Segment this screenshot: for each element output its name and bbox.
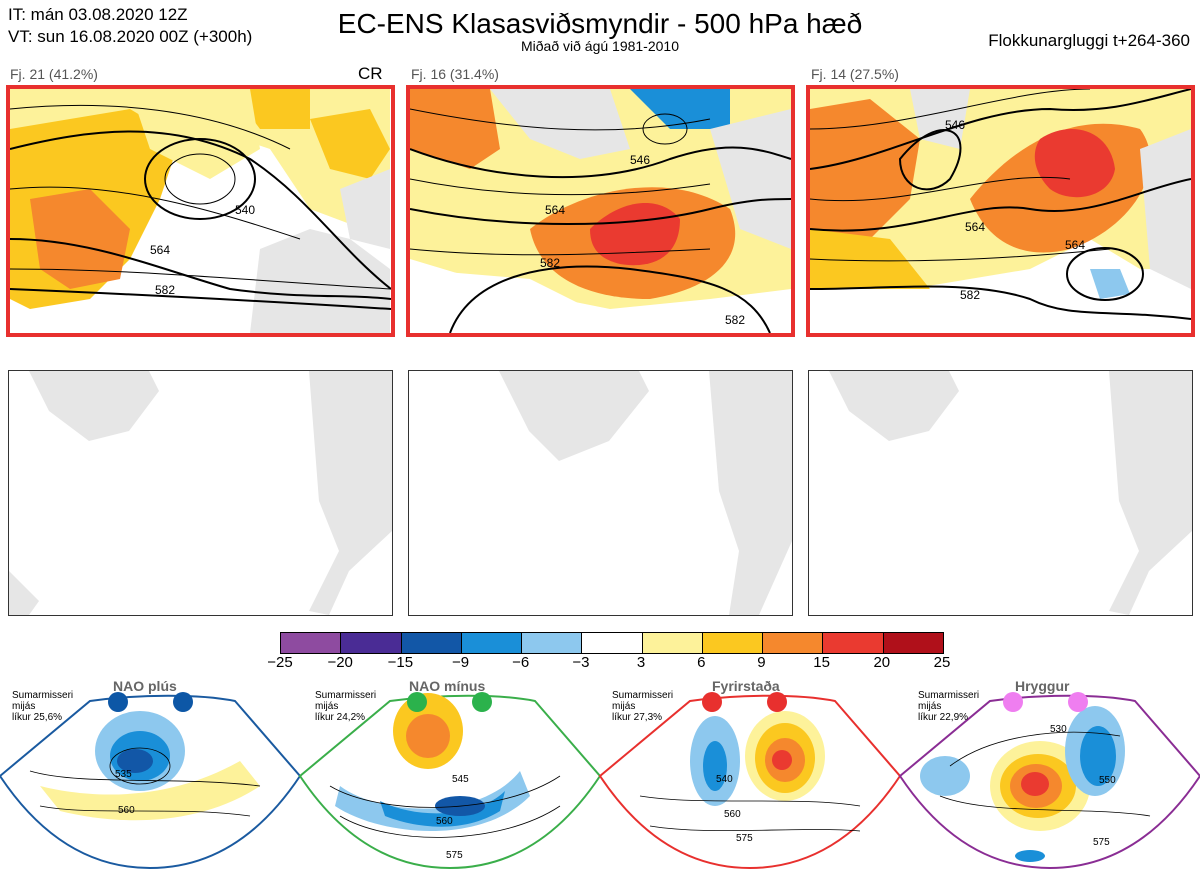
colorbar-tick: 3 bbox=[636, 654, 646, 671]
classification-window: Flokkunargluggi t+264-360 bbox=[988, 31, 1190, 50]
init-time: IT: mán 03.08.2020 12Z bbox=[8, 5, 188, 24]
empty-map-3 bbox=[808, 370, 1193, 616]
colorbar-tick: 25 bbox=[933, 654, 951, 671]
regime-dot bbox=[1003, 692, 1023, 712]
colorbar-tick: 6 bbox=[697, 654, 706, 671]
cluster-tag-cr: CR bbox=[358, 64, 383, 83]
colorbar-segment bbox=[642, 633, 703, 653]
svg-text:582: 582 bbox=[960, 288, 980, 302]
colorbar-segment bbox=[461, 633, 523, 653]
cluster-label-1: Fj. 21 (41.2%) bbox=[10, 66, 98, 82]
page-title: EC-ENS Klasasviðsmyndir - 500 hPa hæð bbox=[337, 8, 863, 39]
colorbar-segment bbox=[883, 633, 943, 653]
colorbar-segment bbox=[522, 633, 583, 653]
regime-info-3: Sumarmisseri mijás líkur 27,3% bbox=[612, 690, 674, 723]
colorbar-tick: −9 bbox=[451, 654, 470, 671]
empty-map-2 bbox=[408, 370, 793, 616]
svg-text:575: 575 bbox=[736, 833, 753, 844]
svg-text:546: 546 bbox=[945, 118, 965, 132]
colorbar-segment bbox=[763, 633, 824, 653]
colorbar-segment bbox=[281, 633, 342, 653]
empty-map-2-graphic bbox=[499, 371, 792, 615]
svg-text:540: 540 bbox=[716, 774, 733, 785]
svg-text:575: 575 bbox=[446, 850, 463, 861]
regime-blocking: 540 560 575 bbox=[598, 694, 902, 870]
svg-text:564: 564 bbox=[150, 243, 170, 257]
svg-text:564: 564 bbox=[1065, 238, 1085, 252]
regime-dot bbox=[767, 692, 787, 712]
svg-text:564: 564 bbox=[545, 203, 565, 217]
svg-text:550: 550 bbox=[1099, 775, 1116, 786]
cluster-map-1-graphic: 540 564 582 bbox=[10, 89, 391, 333]
regime-name-2: NAO mínus bbox=[409, 678, 486, 694]
regime-dot bbox=[108, 692, 128, 712]
colorbar-tick: 20 bbox=[873, 654, 891, 671]
colorbar-segment bbox=[702, 633, 764, 653]
regime-dot bbox=[472, 692, 492, 712]
svg-text:564: 564 bbox=[965, 220, 985, 234]
colorbar-segment bbox=[401, 633, 462, 653]
regime-dot bbox=[407, 692, 427, 712]
regime-nao-plus: 535 560 bbox=[0, 694, 302, 870]
cluster-label-3: Fj. 14 (27.5%) bbox=[811, 66, 899, 82]
colorbar-tick: −20 bbox=[327, 654, 353, 671]
cluster-map-2[interactable]: 546 564 582 582 bbox=[406, 85, 795, 337]
colorbar-tick: 15 bbox=[813, 654, 830, 671]
svg-text:575: 575 bbox=[1093, 837, 1110, 848]
page-subtitle: Miðað við ágú 1981-2010 bbox=[520, 38, 679, 54]
colorbar-tick: −3 bbox=[572, 654, 590, 671]
svg-text:582: 582 bbox=[155, 283, 175, 297]
header-info: IT: mán 03.08.2020 12Z VT: sun 16.08.202… bbox=[8, 4, 252, 48]
empty-map-3-graphic bbox=[829, 371, 1192, 615]
colorbar-tick: −6 bbox=[512, 654, 530, 671]
regime-maps: 535 560 545 560 575 540 560 575 bbox=[0, 693, 1200, 870]
colorbar-tick: 9 bbox=[757, 654, 766, 671]
svg-text:546: 546 bbox=[630, 153, 650, 167]
svg-text:582: 582 bbox=[725, 313, 745, 327]
svg-text:540: 540 bbox=[235, 203, 255, 217]
svg-text:545: 545 bbox=[452, 774, 469, 785]
cluster-map-3[interactable]: 546 564 564 582 bbox=[806, 85, 1195, 337]
regime-name-4: Hryggur bbox=[1015, 678, 1070, 694]
cluster-map-1[interactable]: 540 564 582 bbox=[6, 85, 395, 337]
colorbar-tick: −15 bbox=[387, 654, 414, 671]
svg-text:582: 582 bbox=[540, 256, 560, 270]
cluster-map-2-graphic: 546 564 582 582 bbox=[410, 89, 791, 333]
regime-ridge: 530 550 575 bbox=[898, 694, 1200, 870]
regime-info-2: Sumarmisseri mijás líkur 24,2% bbox=[315, 690, 377, 723]
regime-nao-minus: 545 560 575 bbox=[298, 693, 602, 870]
valid-time: VT: sun 16.08.2020 00Z (+300h) bbox=[8, 27, 253, 46]
regime-dot bbox=[1068, 692, 1088, 712]
regime-info-1: Sumarmisseri mijás líkur 25,6% bbox=[12, 690, 74, 723]
svg-text:560: 560 bbox=[724, 809, 741, 820]
svg-text:535: 535 bbox=[115, 769, 132, 780]
colorbar-tick: −25 bbox=[267, 654, 293, 671]
cluster-map-3-graphic: 546 564 564 582 bbox=[810, 89, 1191, 320]
svg-text:530: 530 bbox=[1050, 724, 1067, 735]
anomaly-colorbar bbox=[280, 632, 944, 654]
regime-dot bbox=[702, 692, 722, 712]
empty-map-1 bbox=[8, 370, 393, 616]
regime-name-1: NAO plús bbox=[113, 678, 177, 694]
colorbar-segment bbox=[341, 633, 402, 653]
regime-info-4: Sumarmisseri mijás líkur 22,9% bbox=[918, 690, 980, 723]
svg-text:560: 560 bbox=[436, 816, 453, 827]
regime-name-3: Fyrirstaða bbox=[712, 678, 780, 694]
regime-dot bbox=[173, 692, 193, 712]
svg-text:560: 560 bbox=[118, 805, 135, 816]
colorbar-segment bbox=[582, 633, 643, 653]
colorbar-segment bbox=[823, 633, 884, 653]
empty-map-1-graphic bbox=[9, 371, 392, 615]
cluster-label-2: Fj. 16 (31.4%) bbox=[411, 66, 499, 82]
